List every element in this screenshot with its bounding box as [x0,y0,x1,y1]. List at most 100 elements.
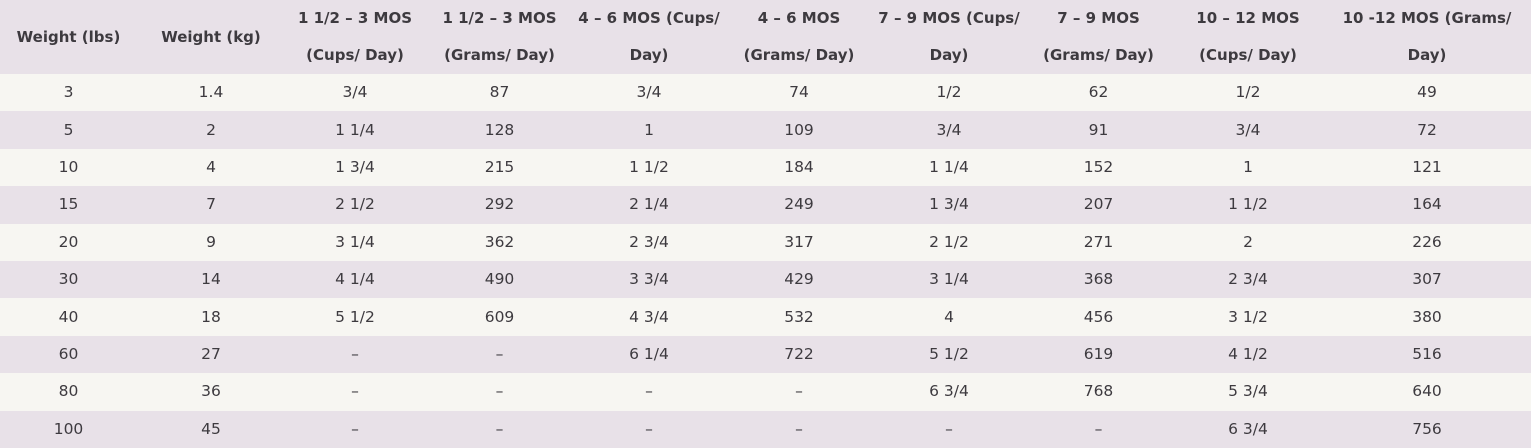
table-cell: 3/4 [574,74,724,112]
header-cell: 7 – 9 MOS (Grams/ Day) [1024,0,1173,74]
table-cell: – [425,335,574,374]
table-cell: 80 [0,373,137,411]
table-cell: 184 [724,148,874,187]
table-cell: 362 [425,223,574,261]
table-cell: 756 [1323,410,1531,448]
table-cell: 4 1/2 [1173,335,1323,374]
table-cell: 2 3/4 [1173,260,1323,299]
table-cell: 91 [1024,111,1173,149]
header-cell: 1 1/2 – 3 MOS (Cups/ Day) [285,0,425,74]
table-cell: 1 1/2 [574,148,724,187]
table-cell: 249 [724,186,874,224]
table-cell: 2 1/2 [285,186,425,224]
table-cell: 5 [0,111,137,149]
table-cell: 3 3/4 [574,260,724,299]
table-body: 3 1.4 3/4 87 3/4 74 1/2 62 1/2 49 5 2 1 1/4 128 1 109 3/… [0,74,1531,448]
table-row: 15 7 2 1/2 292 2 1/4 249 1 3/4 207 1 1/2 164 [0,186,1531,224]
table-cell: 3/4 [285,74,425,112]
table-cell: 1 1/2 [1173,186,1323,224]
table-cell: 9 [137,223,285,261]
table-cell: – [724,373,874,411]
table-cell: – [574,373,724,411]
table-cell: 317 [724,223,874,261]
table-cell: 1 1/4 [285,111,425,149]
table-cell: 1 [574,111,724,149]
header-cell: 4 – 6 MOS (Grams/ Day) [724,0,874,74]
table-cell: 40 [0,298,137,336]
table-row: 3 1.4 3/4 87 3/4 74 1/2 62 1/2 49 [0,74,1531,112]
table-cell: 27 [137,335,285,374]
table-cell: 74 [724,74,874,112]
table-cell: 1/2 [874,74,1024,112]
table-cell: 1/2 [1173,74,1323,112]
table-cell: 619 [1024,335,1173,374]
table-row: 60 27– –6 1/4 722 5 1/2 619 4 1/2 516 [0,335,1531,374]
table-cell: 226 [1323,223,1531,261]
table-row: 20 9 3 1/4 362 2 3/4 317 2 1/2 271 2 226 [0,223,1531,261]
table-cell: 2 3/4 [574,223,724,261]
table-cell: 164 [1323,186,1531,224]
table-cell: 2 [1173,223,1323,261]
table-cell: 62 [1024,74,1173,112]
table-cell: 271 [1024,223,1173,261]
table-cell: 5 1/2 [285,298,425,336]
table-cell: – [574,410,724,448]
table-cell: 2 [137,111,285,149]
table-cell: 380 [1323,298,1531,336]
table-cell: 4 3/4 [574,298,724,336]
table-cell: 307 [1323,260,1531,299]
table-cell: 5 1/2 [874,335,1024,374]
table-row: 40 18 5 1/2 609 4 3/4 532 4 456 3 1/2 380 [0,298,1531,336]
table-cell: 2 1/4 [574,186,724,224]
table-cell: 640 [1323,373,1531,411]
table-cell: 516 [1323,335,1531,374]
table-cell: 45 [137,410,285,448]
table-cell: – [285,335,425,374]
table-cell: 5 3/4 [1173,373,1323,411]
header-cell: 4 – 6 MOS (Cups/ Day) [574,0,724,74]
table-cell: 3/4 [1173,111,1323,149]
table-cell: 207 [1024,186,1173,224]
table-cell: – [1024,410,1173,448]
header-cell: Weight (kg) [137,0,285,74]
header-cell: 7 – 9 MOS (Cups/ Day) [874,0,1024,74]
table-cell: 532 [724,298,874,336]
table-cell: 490 [425,260,574,299]
table-cell: 6 3/4 [874,373,1024,411]
table-cell: 4 [874,298,1024,336]
table-cell: 60 [0,335,137,374]
header-cell: 10 -12 MOS (Grams/ Day) [1323,0,1531,74]
table-cell: 456 [1024,298,1173,336]
header-cell: 1 1/2 – 3 MOS (Grams/ Day) [425,0,574,74]
table-cell: 15 [0,186,137,224]
table-cell: 215 [425,148,574,187]
table-cell: – [724,410,874,448]
table-cell: 3 1/4 [874,260,1024,299]
table-cell: 1 3/4 [874,186,1024,224]
table-cell: 14 [137,260,285,299]
table-cell: 18 [137,298,285,336]
table-row: 80 36– – – –6 3/4 768 5 3/4 640 [0,373,1531,411]
table-cell: 2 1/2 [874,223,1024,261]
table-cell: – [285,410,425,448]
table-cell: 36 [137,373,285,411]
table-cell: 368 [1024,260,1173,299]
table-row: 100 45– – – – – –6 3/4 756 [0,410,1531,448]
table-cell: 30 [0,260,137,299]
table-cell: 6 3/4 [1173,410,1323,448]
table-cell: 87 [425,74,574,112]
table-cell: 768 [1024,373,1173,411]
table-cell: 3 1/2 [1173,298,1323,336]
table-cell: 10 [0,148,137,187]
header-cell: 10 – 12 MOS (Cups/ Day) [1173,0,1323,74]
table-row: 10 4 1 3/4 215 1 1/2 184 1 1/4 152 1 121 [0,148,1531,187]
table-cell: – [425,373,574,411]
table-cell: 121 [1323,148,1531,187]
table-cell: 4 [137,148,285,187]
table-cell: 1 1/4 [874,148,1024,187]
table-cell: 152 [1024,148,1173,187]
table-cell: – [425,410,574,448]
table-cell: 1 3/4 [285,148,425,187]
